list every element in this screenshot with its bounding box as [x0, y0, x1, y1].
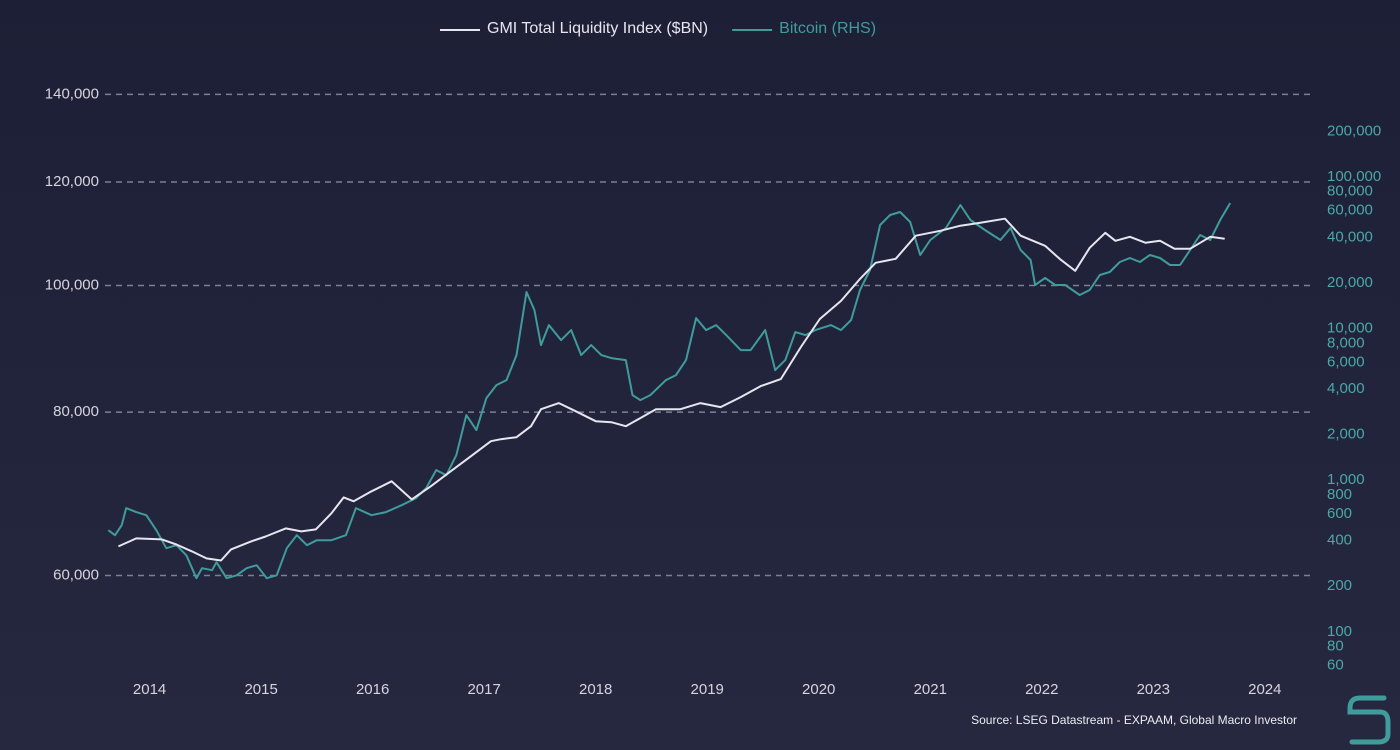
y2-tick-label: 80,000: [1327, 183, 1373, 200]
y-tick-label: 80,000: [53, 403, 99, 420]
logo-mark: [1347, 695, 1391, 745]
plot-area: [107, 202, 1232, 580]
y2-tick-label: 2,000: [1327, 426, 1365, 443]
y2-tick-label: 600: [1327, 505, 1352, 522]
y2-tick-label: 6,000: [1327, 353, 1365, 370]
y2-tick-label: 100: [1327, 623, 1352, 640]
y2-tick-label: 800: [1327, 486, 1352, 503]
y2-tick-label: 1,000: [1327, 471, 1365, 488]
x-tick-label: 2015: [244, 681, 277, 698]
legend-item: Bitcoin (RHS): [732, 20, 876, 37]
y-tick-label: 140,000: [45, 85, 99, 102]
series-line: [117, 217, 1225, 562]
y2-tick-label: 80: [1327, 637, 1344, 654]
y2-tick-label: 60,000: [1327, 202, 1373, 219]
x-tick-label: 2014: [133, 681, 166, 698]
x-tick-label: 2017: [467, 681, 500, 698]
legend-label: GMI Total Liquidity Index ($BN): [487, 20, 708, 37]
y2-tick-label: 40,000: [1327, 228, 1373, 245]
x-tick-label: 2018: [579, 681, 612, 698]
x-tick-label: 2022: [1025, 681, 1058, 698]
grid: [105, 93, 1315, 577]
series-line: [107, 202, 1232, 580]
x-tick-label: 2019: [691, 681, 724, 698]
legend: GMI Total Liquidity Index ($BN) Bitcoin (…: [440, 20, 876, 37]
x-tick-label: 2016: [356, 681, 389, 698]
y2-tick-label: 200: [1327, 577, 1352, 594]
x-tick-label: 2020: [802, 681, 835, 698]
x-tick-label: 2023: [1137, 681, 1170, 698]
y-tick-label: 60,000: [53, 566, 99, 583]
y2-tick-label: 100,000: [1327, 168, 1381, 185]
logo: [1347, 695, 1391, 745]
y2-tick-label: 10,000: [1327, 320, 1373, 337]
x-tick-label: 2021: [914, 681, 947, 698]
legend-item: GMI Total Liquidity Index ($BN): [440, 20, 708, 37]
y2-tick-label: 60: [1327, 656, 1344, 673]
y-tick-label: 120,000: [45, 173, 99, 190]
y2-tick-label: 400: [1327, 532, 1352, 549]
y-tick-label: 100,000: [45, 276, 99, 293]
x-tick-label: 2024: [1248, 681, 1281, 698]
source-note: Source: LSEG Datastream - EXPAAM, Global…: [971, 713, 1297, 727]
y2-tick-label: 8,000: [1327, 334, 1365, 351]
y2-tick-label: 4,000: [1327, 380, 1365, 397]
y2-tick-label: 200,000: [1327, 122, 1381, 139]
legend-label: Bitcoin (RHS): [779, 20, 876, 37]
y2-tick-label: 20,000: [1327, 274, 1373, 291]
axes: 60,00080,000100,000120,000140,0006080100…: [45, 85, 1381, 698]
